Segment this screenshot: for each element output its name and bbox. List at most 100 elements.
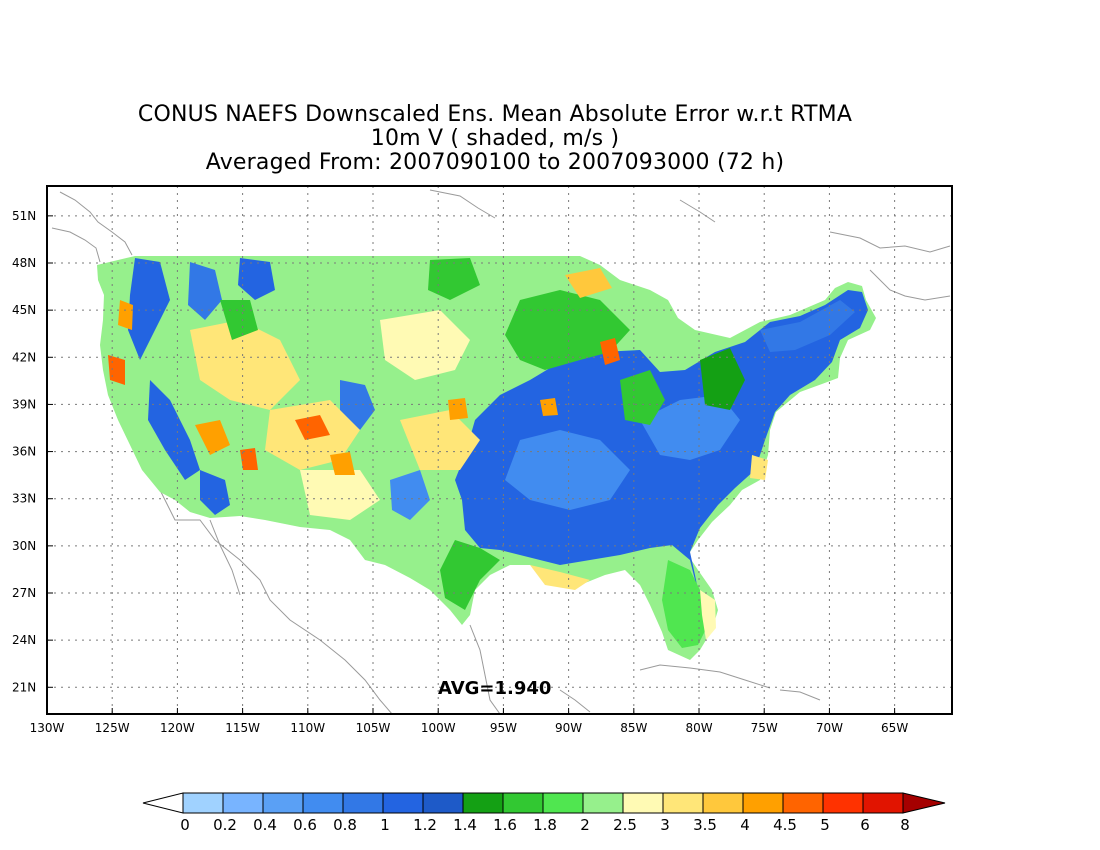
colorbar-swatch xyxy=(742,792,784,814)
colorbar-swatch xyxy=(822,792,864,814)
latitude-axis: 51N 48N 45N 42N 39N 36N 33N 30N 27N 24N 21N xyxy=(12,209,53,694)
lat-tick-label: 51N xyxy=(12,209,36,223)
colorbar: 0 0.2 0.4 0.6 0.8 1 1.2 1.4 1.6 1.8 2 2.5 3 3.5 4 4.5 5 6… xyxy=(142,792,946,834)
chart-title: CONUS NAEFS Downscaled Ens. Mean Absolut… xyxy=(0,103,990,175)
vancouver-island-coast xyxy=(51,227,101,263)
colorbar-swatch xyxy=(382,792,424,814)
colorbar-over-arrow xyxy=(902,792,946,814)
coastline-outlines xyxy=(51,189,951,714)
colorbar-swatch xyxy=(342,792,384,814)
colorbar-swatch xyxy=(422,792,464,814)
gulf-coast-yellow xyxy=(530,565,590,590)
colorbar-label: 1.2 xyxy=(413,816,437,834)
lon-tick-label: 100W xyxy=(421,721,456,735)
lat-tick-label: 24N xyxy=(12,633,36,647)
cuba-outline xyxy=(639,664,771,689)
colorbar-label: 1.6 xyxy=(493,816,517,834)
canada-north-outline xyxy=(429,189,496,219)
lat-tick-label: 33N xyxy=(12,492,36,506)
lon-tick-label: 120W xyxy=(160,721,195,735)
sierra-blue xyxy=(148,380,200,480)
colorbar-label: 5 xyxy=(820,816,830,834)
lon-tick-label: 75W xyxy=(751,721,778,735)
great-basin-yellow-1 xyxy=(190,320,300,410)
colorbar-swatch xyxy=(862,792,904,814)
pacific-nw-blue xyxy=(128,258,170,360)
southwest-blue xyxy=(200,470,230,515)
lake-michigan-orange xyxy=(600,338,620,365)
colorado-orange xyxy=(330,452,355,475)
great-lakes-green-light xyxy=(630,300,670,340)
colorbar-swatch xyxy=(662,792,704,814)
lon-tick-label: 70W xyxy=(816,721,843,735)
montana-blue xyxy=(238,258,275,300)
colorbar-label: 3 xyxy=(660,816,670,834)
colorbar-swatch xyxy=(702,792,744,814)
colorbar-swatch xyxy=(182,792,224,814)
east-mid-blue-patch-2 xyxy=(640,395,740,460)
lon-tick-label: 130W xyxy=(30,721,65,735)
colorbar-swatch xyxy=(542,792,584,814)
colorbar-swatch xyxy=(222,792,264,814)
canada-west-coast xyxy=(59,191,133,256)
southern-plains-yellow xyxy=(400,410,480,470)
lake-superior-yellow xyxy=(565,268,612,298)
colorbar-label: 4 xyxy=(740,816,750,834)
colorbar-label: 0.2 xyxy=(213,816,237,834)
oregon-coast-orange xyxy=(118,300,133,330)
map-content: AVG=1.940 xyxy=(47,186,952,714)
avg-label: AVG=1.940 xyxy=(438,678,551,699)
east-mid-blue-patch-1 xyxy=(505,430,630,510)
lon-tick-label: 110W xyxy=(290,721,325,735)
ohio-valley-green xyxy=(620,370,665,425)
title-line-3: Averaged From: 2007090100 to 2007093000 … xyxy=(205,150,785,175)
ohio-orange xyxy=(540,398,558,416)
lat-tick-label: 21N xyxy=(12,680,36,694)
lon-tick-label: 105W xyxy=(356,721,391,735)
texas-coast-green xyxy=(440,540,500,610)
rockies-blue xyxy=(340,380,375,430)
yucatan-outline xyxy=(559,689,591,713)
new-mexico-yellow xyxy=(300,470,380,520)
colorbar-label: 0.8 xyxy=(333,816,357,834)
colorbar-label: 0.6 xyxy=(293,816,317,834)
title-line-2: 10m V ( shaded, m/s ) xyxy=(370,126,620,151)
colorbar-label: 2.5 xyxy=(613,816,637,834)
carolina-yellow xyxy=(750,455,768,480)
colorbar-swatch xyxy=(462,792,504,814)
lat-tick-label: 42N xyxy=(12,350,36,364)
lat-tick-label: 27N xyxy=(12,586,36,600)
colorbar-swatch xyxy=(582,792,624,814)
colorbar-label: 8 xyxy=(900,816,910,834)
upper-midwest-green xyxy=(505,290,630,370)
colorbar-label: 0.4 xyxy=(253,816,277,834)
quebec-outline xyxy=(829,231,951,253)
mexico-gulf-coast xyxy=(469,624,501,714)
east-mid-blue-patch-3 xyxy=(760,300,855,352)
shaded-error-field xyxy=(97,256,876,660)
lon-tick-label: 125W xyxy=(95,721,130,735)
colorbar-swatch xyxy=(502,792,544,814)
colorbar-under-arrow xyxy=(142,792,184,814)
cascade-blue xyxy=(188,262,222,320)
florida-green xyxy=(662,560,708,648)
dakota-green-dark xyxy=(428,258,480,300)
texas-blue xyxy=(390,470,430,520)
lat-tick-label: 45N xyxy=(12,303,36,317)
colorbar-swatch xyxy=(622,792,664,814)
hispaniola-outline xyxy=(779,689,821,701)
lon-tick-label: 115W xyxy=(225,721,260,735)
kansas-orange xyxy=(448,398,468,420)
lon-tick-label: 65W xyxy=(881,721,908,735)
utah-orange xyxy=(295,415,330,440)
arizona-orange xyxy=(240,448,258,470)
plot-frame xyxy=(46,185,953,715)
colorbar-label: 6 xyxy=(860,816,870,834)
lon-tick-label: 80W xyxy=(685,721,712,735)
lat-tick-label: 30N xyxy=(12,539,36,553)
title-line-1: CONUS NAEFS Downscaled Ens. Mean Absolut… xyxy=(137,102,853,127)
longitude-axis: 130W 125W 120W 115W 110W 105W 100W 95W 90W 85W 80W… xyxy=(30,708,908,735)
colorbar-swatch xyxy=(782,792,824,814)
colorbar-label: 1.8 xyxy=(533,816,557,834)
